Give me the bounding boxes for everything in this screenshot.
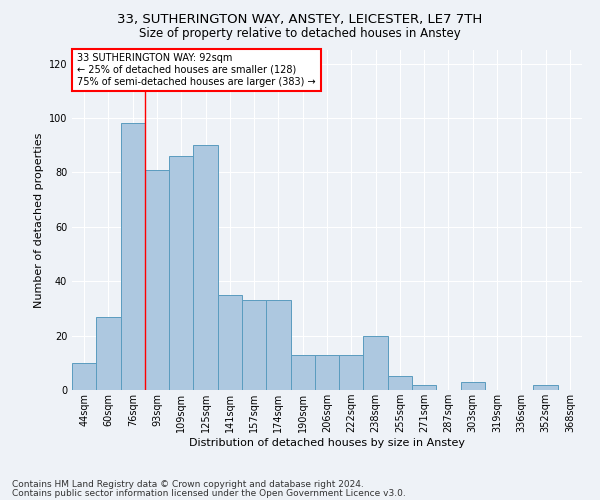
Bar: [96, 316, 121, 390]
Bar: [169, 156, 193, 390]
Bar: [388, 376, 412, 390]
Bar: [121, 124, 145, 390]
Bar: [218, 295, 242, 390]
Bar: [339, 354, 364, 390]
Bar: [242, 300, 266, 390]
Bar: [412, 384, 436, 390]
Text: Contains public sector information licensed under the Open Government Licence v3: Contains public sector information licen…: [12, 488, 406, 498]
Text: Size of property relative to detached houses in Anstey: Size of property relative to detached ho…: [139, 28, 461, 40]
Text: Contains HM Land Registry data © Crown copyright and database right 2024.: Contains HM Land Registry data © Crown c…: [12, 480, 364, 489]
Bar: [533, 384, 558, 390]
Bar: [290, 354, 315, 390]
Bar: [461, 382, 485, 390]
Y-axis label: Number of detached properties: Number of detached properties: [34, 132, 44, 308]
Bar: [72, 363, 96, 390]
Bar: [193, 145, 218, 390]
Bar: [266, 300, 290, 390]
Bar: [145, 170, 169, 390]
Bar: [364, 336, 388, 390]
Text: 33, SUTHERINGTON WAY, ANSTEY, LEICESTER, LE7 7TH: 33, SUTHERINGTON WAY, ANSTEY, LEICESTER,…: [118, 12, 482, 26]
Text: 33 SUTHERINGTON WAY: 92sqm
← 25% of detached houses are smaller (128)
75% of sem: 33 SUTHERINGTON WAY: 92sqm ← 25% of deta…: [77, 54, 316, 86]
Bar: [315, 354, 339, 390]
X-axis label: Distribution of detached houses by size in Anstey: Distribution of detached houses by size …: [189, 438, 465, 448]
